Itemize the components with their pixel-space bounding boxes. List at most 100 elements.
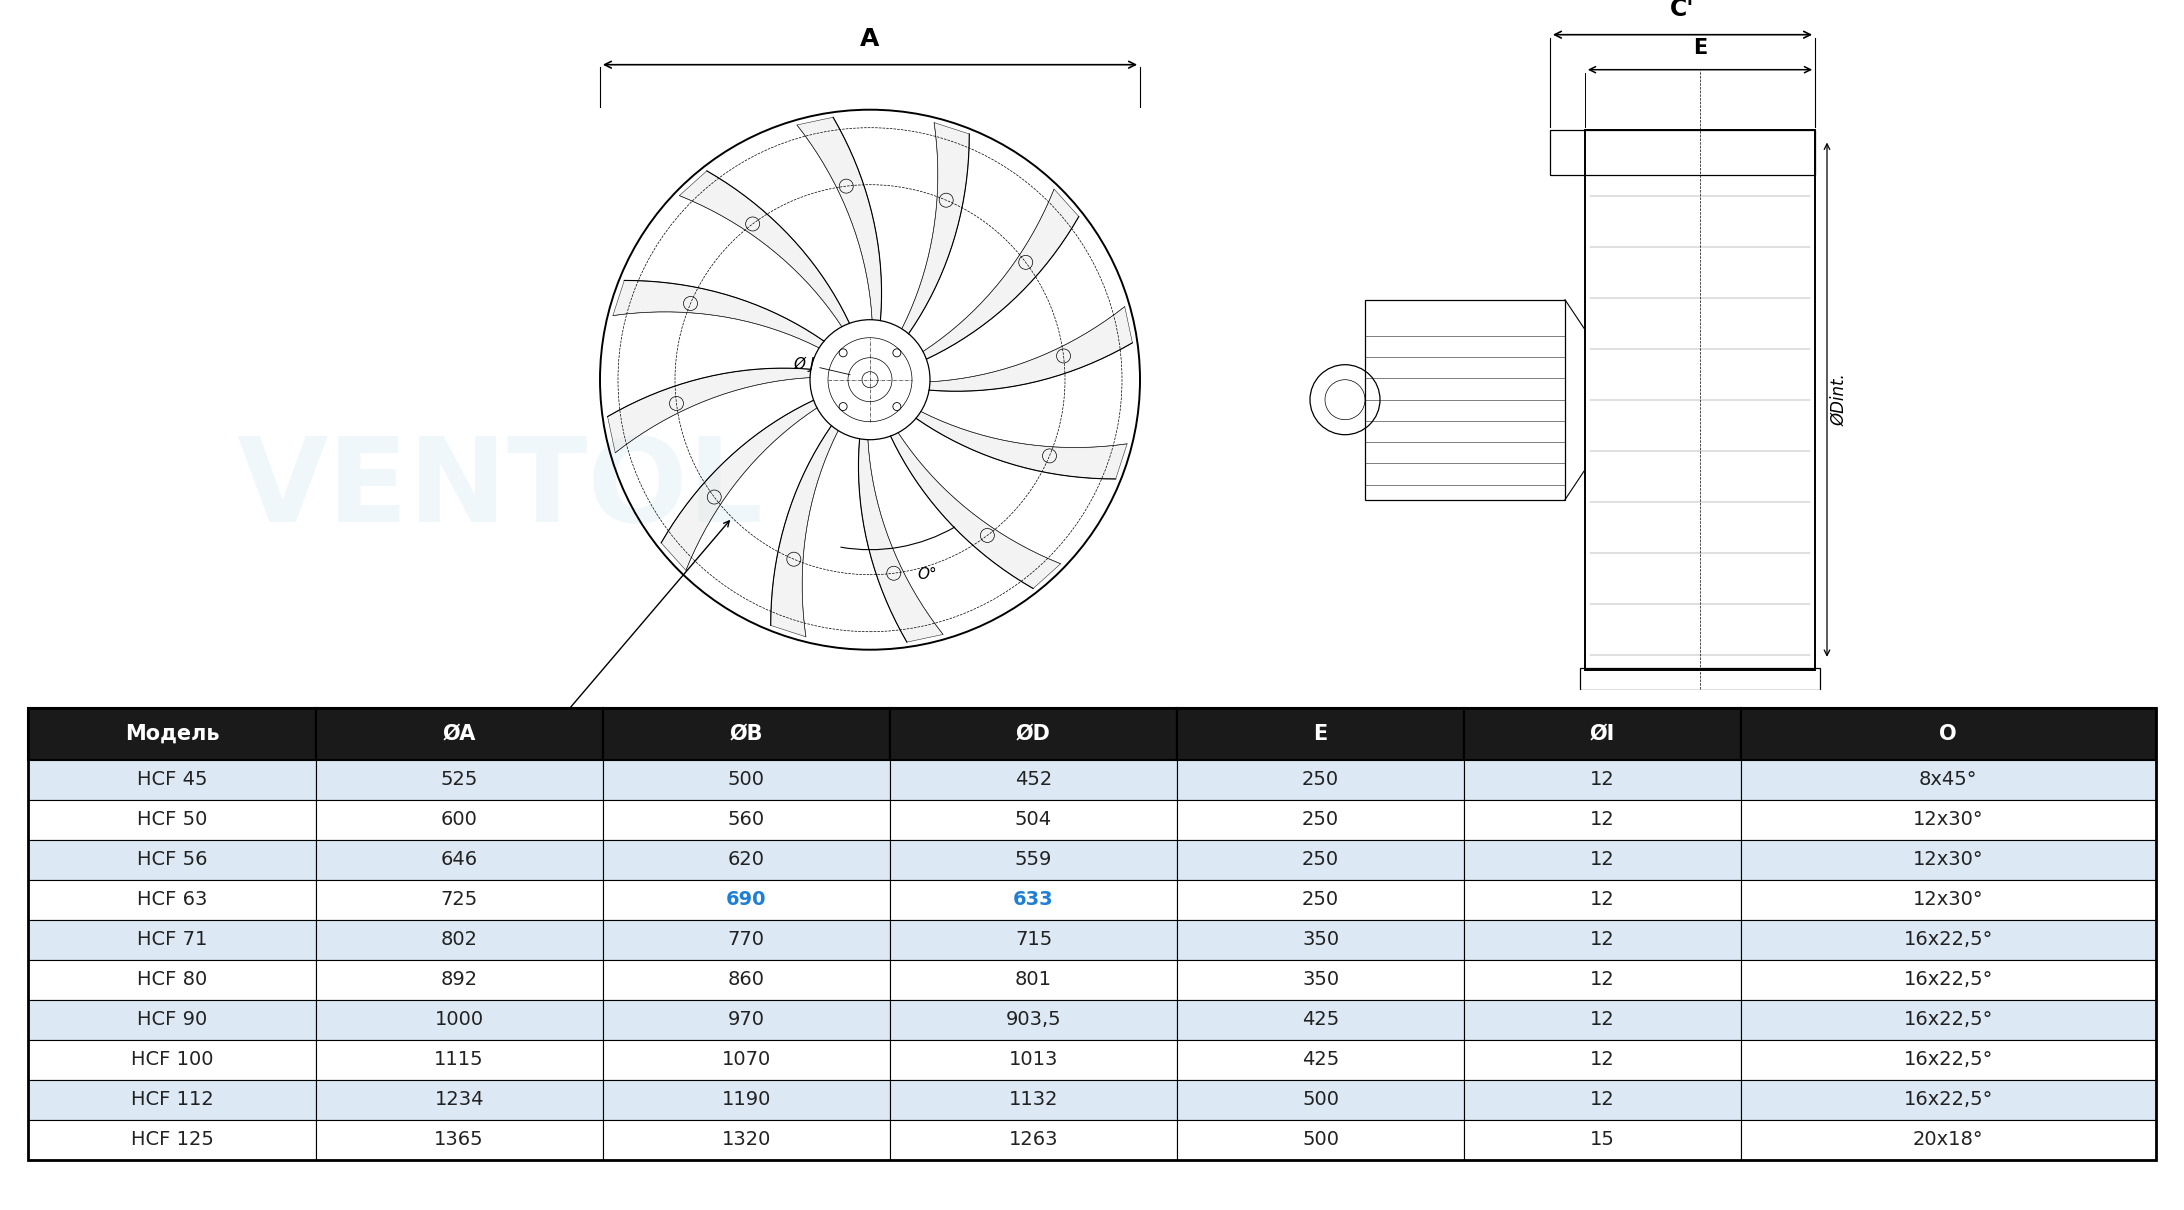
Bar — [889, 999, 1177, 1039]
Bar — [28, 760, 314, 800]
Text: 690: 690 — [725, 891, 767, 909]
Text: 20x18°: 20x18° — [1913, 1130, 1983, 1150]
Text: 1190: 1190 — [721, 1090, 771, 1110]
Text: 559: 559 — [1016, 851, 1053, 869]
Bar — [889, 800, 1177, 840]
Bar — [314, 880, 603, 920]
Polygon shape — [915, 411, 1127, 479]
Text: 1132: 1132 — [1009, 1090, 1059, 1110]
Text: 500: 500 — [727, 771, 764, 789]
Text: 250: 250 — [1302, 851, 1339, 869]
Text: ØB: ØB — [513, 757, 537, 776]
Bar — [1463, 840, 1741, 880]
Polygon shape — [679, 171, 850, 327]
Bar — [1177, 760, 1463, 800]
Text: 12: 12 — [1590, 930, 1614, 949]
Polygon shape — [607, 368, 810, 453]
Text: C': C' — [1671, 0, 1695, 21]
Text: 425: 425 — [1302, 1010, 1339, 1030]
Bar — [1579, 668, 1819, 690]
Polygon shape — [797, 117, 882, 321]
Bar — [1463, 1079, 1741, 1119]
Text: 500: 500 — [1302, 1130, 1339, 1150]
Bar — [1741, 1079, 2156, 1119]
Bar — [1463, 1039, 1741, 1079]
Text: 16x22,5°: 16x22,5° — [1904, 1050, 1992, 1070]
Bar — [28, 800, 314, 840]
Text: 1115: 1115 — [435, 1050, 485, 1070]
Text: 525: 525 — [441, 771, 478, 789]
Text: 1000: 1000 — [435, 1010, 483, 1030]
Bar — [603, 920, 889, 960]
Text: HCF 63: HCF 63 — [138, 891, 207, 909]
Text: 250: 250 — [1302, 771, 1339, 789]
Bar — [28, 708, 314, 760]
Bar — [1177, 960, 1463, 999]
Bar — [1463, 708, 1741, 760]
Polygon shape — [928, 306, 1133, 391]
Bar — [314, 708, 603, 760]
Text: 860: 860 — [727, 970, 764, 990]
Bar — [1177, 1119, 1463, 1159]
Text: 1070: 1070 — [721, 1050, 771, 1070]
Bar — [1741, 920, 2156, 960]
Text: 12x30°: 12x30° — [1913, 851, 1983, 869]
Bar — [603, 760, 889, 800]
Text: HCF 90: HCF 90 — [138, 1010, 207, 1030]
Text: 12: 12 — [1590, 811, 1614, 829]
Text: HCF 56: HCF 56 — [138, 851, 207, 869]
Text: 1263: 1263 — [1009, 1130, 1059, 1150]
Text: 600: 600 — [441, 811, 478, 829]
Bar — [1463, 920, 1741, 960]
Bar — [1177, 880, 1463, 920]
Polygon shape — [614, 281, 823, 348]
Bar — [1463, 760, 1741, 800]
Text: ØA: ØA — [443, 724, 476, 744]
Text: 12: 12 — [1590, 970, 1614, 990]
Bar — [1741, 1119, 2156, 1159]
Bar — [1741, 760, 2156, 800]
Bar — [1177, 920, 1463, 960]
Text: A: A — [860, 27, 880, 51]
Bar — [314, 960, 603, 999]
Bar — [1741, 800, 2156, 840]
Text: 620: 620 — [727, 851, 764, 869]
Text: 646: 646 — [441, 851, 478, 869]
Bar — [1741, 999, 2156, 1039]
Text: 725: 725 — [441, 891, 478, 909]
Bar — [1741, 1039, 2156, 1079]
Bar — [1177, 1039, 1463, 1079]
Text: E: E — [1693, 38, 1708, 58]
Text: HCF 71: HCF 71 — [138, 930, 207, 949]
Text: ØI: ØI — [1590, 724, 1616, 744]
Bar — [603, 1039, 889, 1079]
Text: 16x22,5°: 16x22,5° — [1904, 970, 1992, 990]
Polygon shape — [924, 189, 1079, 359]
Bar — [603, 708, 889, 760]
Bar — [1463, 960, 1741, 999]
Bar — [314, 1119, 603, 1159]
Bar — [28, 840, 314, 880]
Bar — [314, 840, 603, 880]
Text: 903,5: 903,5 — [1005, 1010, 1061, 1030]
Text: O: O — [1939, 724, 1957, 744]
Text: HCF 100: HCF 100 — [131, 1050, 214, 1070]
Text: E: E — [1313, 724, 1328, 744]
Polygon shape — [902, 122, 970, 334]
Text: ØB: ØB — [729, 724, 762, 744]
Text: 452: 452 — [1016, 771, 1053, 789]
Text: 504: 504 — [1016, 811, 1053, 829]
Bar — [314, 800, 603, 840]
Text: HCF 112: HCF 112 — [131, 1090, 214, 1110]
Bar — [28, 1119, 314, 1159]
Bar — [1463, 800, 1741, 840]
Bar — [28, 920, 314, 960]
Bar — [603, 1119, 889, 1159]
Text: 801: 801 — [1016, 970, 1053, 990]
Bar — [1177, 840, 1463, 880]
Bar — [1463, 880, 1741, 920]
Bar — [28, 1079, 314, 1119]
Bar — [1177, 800, 1463, 840]
Bar — [1463, 1119, 1741, 1159]
Bar — [1741, 840, 2156, 880]
